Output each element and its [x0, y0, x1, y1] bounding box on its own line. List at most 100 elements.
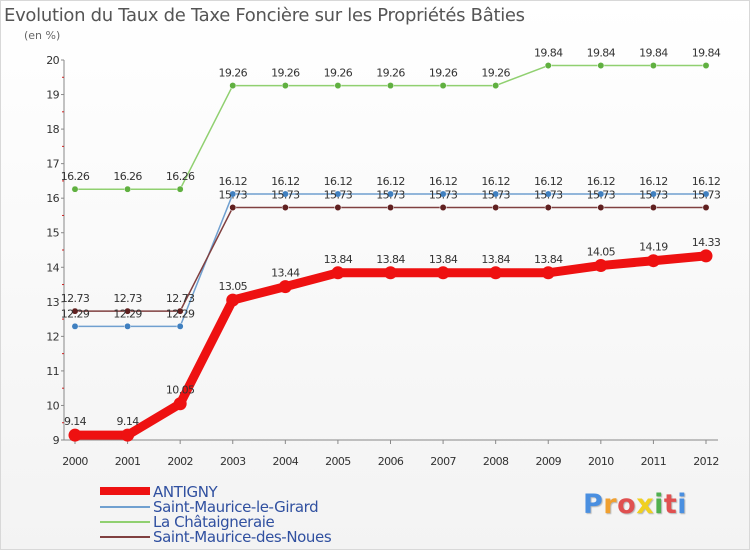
data-label-saint-maurice-des-noues: 15.73	[429, 189, 458, 202]
data-label-antigny: 13.84	[429, 253, 458, 266]
x-tick-label: 2010	[588, 455, 614, 468]
logo-letter: t	[663, 489, 678, 520]
legend-item-saint-maurice-le-girard: Saint-Maurice-le-Girard	[100, 498, 400, 516]
data-point-antigny	[489, 266, 503, 280]
data-point-saint-maurice-le-girard	[702, 190, 710, 198]
data-label-antigny: 13.05	[219, 280, 248, 293]
series-line-antigny	[70, 251, 711, 440]
data-label-saint-maurice-le-girard: 16.12	[324, 175, 353, 188]
data-point-la-chataigneraie	[439, 82, 447, 90]
legend-swatch-saint-maurice-des-noues	[100, 536, 150, 538]
data-label-antigny: 13.84	[534, 253, 563, 266]
data-point-la-chataigneraie	[71, 185, 79, 193]
y-axis-unit: (en %)	[24, 29, 61, 42]
x-tick-label: 2011	[641, 455, 667, 468]
data-point-antigny	[646, 254, 660, 268]
data-label-la-chataigneraie: 19.26	[219, 67, 248, 80]
data-label-antigny: 13.84	[481, 253, 510, 266]
logo-letter: i	[677, 489, 688, 520]
data-label-antigny: 9.14	[64, 415, 87, 428]
data-point-saint-maurice-le-girard	[334, 190, 342, 198]
data-point-la-chataigneraie	[597, 62, 605, 69]
data-label-saint-maurice-des-noues: 15.73	[219, 189, 248, 202]
data-point-la-chataigneraie	[492, 82, 500, 90]
x-tick-label: 2004	[273, 455, 299, 468]
x-tick-label: 2006	[378, 455, 404, 468]
data-label-saint-maurice-des-noues: 15.73	[376, 189, 405, 202]
legend-item-saint-maurice-des-noues: Saint-Maurice-des-Noues	[100, 528, 400, 546]
data-point-saint-maurice-des-noues	[649, 204, 657, 211]
data-label-antigny: 14.19	[639, 241, 668, 254]
x-tick-label: 2002	[167, 455, 193, 468]
data-point-la-chataigneraie	[702, 62, 710, 69]
axes: 9 10 11 12 13 14 15 16 17 18 19 20 2000 2001 2002 2003 2…	[46, 54, 719, 468]
data-point-saint-maurice-des-noues	[597, 204, 605, 211]
y-tick-label: 13	[46, 296, 59, 309]
data-label-la-chataigneraie: 16.26	[113, 170, 142, 183]
data-point-saint-maurice-le-girard	[649, 190, 657, 198]
data-point-antigny	[121, 428, 135, 442]
logo-letter: r	[603, 489, 618, 520]
data-label-saint-maurice-des-noues: 15.73	[324, 189, 353, 202]
data-point-saint-maurice-le-girard	[229, 190, 237, 198]
data-label-saint-maurice-des-noues: 15.73	[481, 189, 510, 202]
data-point-la-chataigneraie	[334, 82, 342, 90]
legend-label-antigny: ANTIGNY	[153, 483, 218, 501]
data-point-saint-maurice-des-noues	[544, 204, 552, 211]
data-point-saint-maurice-des-noues	[124, 307, 132, 315]
data-label-la-chataigneraie: 19.26	[271, 67, 300, 80]
data-point-saint-maurice-le-girard	[597, 190, 605, 198]
legend-label-la-chataigneraie: La Châtaigneraie	[153, 513, 275, 531]
legend-item-la-chataigneraie: La Châtaigneraie	[100, 513, 400, 531]
data-point-antigny	[541, 266, 555, 280]
y-tick-label: 17	[46, 158, 59, 171]
data-point-saint-maurice-le-girard	[387, 190, 394, 198]
data-point-antigny	[278, 280, 292, 294]
data-label-saint-maurice-le-girard: 16.12	[587, 175, 616, 188]
data-point-antigny	[436, 266, 450, 280]
data-point-la-chataigneraie	[649, 62, 657, 69]
data-label-saint-maurice-des-noues: 15.73	[587, 189, 616, 202]
labels-layer: 16.26 16.26 16.26 19.26 19.26 19.26 19.26 19.26…	[61, 47, 722, 429]
legend-swatch-saint-maurice-le-girard	[100, 506, 150, 508]
y-tick-label: 20	[46, 54, 59, 67]
data-point-antigny	[331, 266, 345, 280]
data-label-antigny: 13.84	[376, 253, 405, 266]
x-tick-label: 2008	[483, 455, 509, 468]
data-label-la-chataigneraie: 19.26	[481, 67, 510, 80]
data-label-saint-maurice-des-noues: 15.73	[692, 189, 721, 202]
data-point-saint-maurice-le-girard	[544, 190, 552, 198]
chart-title: Evolution du Taux de Taxe Foncière sur l…	[4, 5, 525, 26]
data-label-saint-maurice-des-noues: 12.73	[61, 292, 90, 305]
x-tick-label: 2001	[115, 455, 141, 468]
data-point-saint-maurice-des-noues	[492, 204, 500, 211]
data-point-saint-maurice-le-girard	[492, 190, 500, 198]
data-label-la-chataigneraie: 19.26	[429, 67, 458, 80]
data-label-antigny: 14.33	[692, 236, 721, 249]
data-label-la-chataigneraie: 19.84	[692, 47, 721, 60]
data-label-saint-maurice-le-girard: 16.12	[219, 175, 248, 188]
data-point-la-chataigneraie	[176, 185, 184, 193]
data-point-antigny	[699, 249, 713, 263]
data-point-saint-maurice-des-noues	[229, 204, 237, 211]
data-label-saint-maurice-le-girard: 16.12	[534, 175, 563, 188]
data-point-la-chataigneraie	[281, 82, 289, 90]
data-point-la-chataigneraie	[544, 62, 552, 69]
data-label-antigny: 13.44	[271, 267, 300, 280]
data-label-la-chataigneraie: 19.26	[376, 67, 405, 80]
x-tick-label: 2003	[220, 455, 246, 468]
legend: ANTIGNY Saint-Maurice-le-Girard La Châta…	[100, 483, 400, 546]
data-label-saint-maurice-des-noues: 15.73	[534, 189, 563, 202]
data-point-saint-maurice-le-girard	[176, 322, 184, 330]
data-point-antigny	[226, 293, 240, 307]
data-label-saint-maurice-le-girard: 16.12	[429, 175, 458, 188]
y-tick-label: 15	[46, 227, 59, 240]
data-label-saint-maurice-des-noues: 12.73	[166, 292, 195, 305]
series-layer	[68, 62, 713, 442]
x-tick-label: 2000	[62, 455, 88, 468]
data-point-saint-maurice-des-noues	[702, 204, 710, 211]
data-point-saint-maurice-des-noues	[334, 204, 342, 211]
x-tick-label: 2009	[535, 455, 561, 468]
data-label-saint-maurice-le-girard: 16.12	[271, 175, 300, 188]
